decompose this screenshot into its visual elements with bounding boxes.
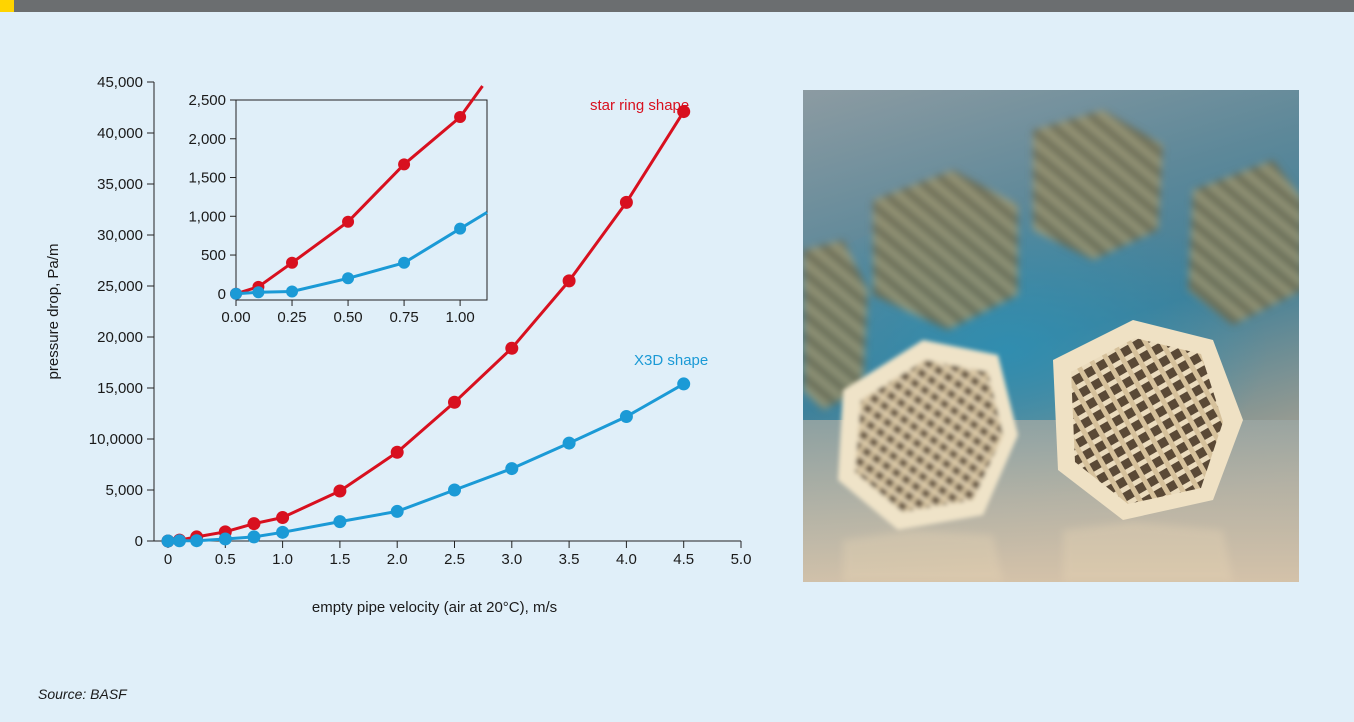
- main-x-tick-label: 1.0: [272, 551, 293, 568]
- main-series-point-1: [247, 517, 261, 531]
- inset-x-tick-label: 0.00: [221, 309, 250, 326]
- main-series-point-1: [677, 105, 691, 119]
- y-axis-label: pressure drop, Pa/m: [45, 244, 62, 380]
- main-series-point-2: [390, 504, 404, 518]
- main-series-point-2: [505, 462, 519, 476]
- catalyst-pellets-icon: [803, 90, 1299, 582]
- x3d-shape-label: X3D shape: [634, 352, 708, 369]
- inset-x-tick-label: 0.75: [389, 309, 418, 326]
- main-x-tick-label: 3.5: [559, 551, 580, 568]
- main-series-point-2: [247, 530, 261, 544]
- main-x-tick-label: 0: [164, 551, 172, 568]
- main-series-point-2: [218, 532, 232, 546]
- main-series-point-2: [619, 410, 633, 424]
- inset-series-point-2: [230, 287, 242, 300]
- inset-series-point-2: [252, 286, 265, 299]
- main-y-tick-label: 45,000: [97, 74, 143, 91]
- catalyst-pellets-photo: [803, 90, 1299, 582]
- main-x-tick-label: 5.0: [731, 551, 752, 568]
- main-series-point-2: [190, 534, 204, 548]
- main-series-point-2: [172, 534, 186, 548]
- inset-x-tick-label: 0.25: [277, 309, 306, 326]
- inset-y-tick-label: 2,500: [188, 92, 226, 109]
- inset-y-tick-label: 1,500: [188, 170, 226, 187]
- main-y-tick-label: 15,000: [97, 380, 143, 397]
- header-accent-mark: [0, 0, 14, 12]
- inset-series-point-2: [342, 272, 355, 285]
- main-y-tick-label: 35,000: [97, 176, 143, 193]
- main-y-tick-label: 25,000: [97, 278, 143, 295]
- main-series-line-2: [167, 382, 685, 543]
- main-x-tick-label: 3.0: [501, 551, 522, 568]
- inset-y-tick-label: 500: [201, 247, 226, 264]
- main-series-point-2: [677, 377, 691, 391]
- header-bar: [0, 0, 1354, 12]
- inset-series-point-1: [398, 158, 411, 171]
- x-axis-label: empty pipe velocity (air at 20°C), m/s: [312, 599, 557, 616]
- inset-series-point-2: [454, 222, 467, 235]
- inset-y-tick-label: 1,000: [188, 208, 226, 225]
- inset-series-point-2: [398, 256, 411, 269]
- inset-x-tick-label: 0.50: [333, 309, 362, 326]
- main-x-tick-label: 0.5: [215, 551, 236, 568]
- inset-y-tick-label: 2,000: [188, 131, 226, 148]
- main-series-point-1: [333, 484, 347, 498]
- main-series-point-1: [448, 395, 461, 409]
- main-y-tick-label: 20,000: [97, 329, 143, 346]
- pressure-drop-chart: 0 5,000 10,0000 15,000 20,000 25,000 30,000 35,…: [45, 74, 752, 616]
- main-y-tick-label: 40,000: [97, 125, 143, 142]
- main-y-tick-label: 5,000: [105, 482, 143, 499]
- main-series-point-2: [333, 515, 347, 529]
- main-series-point-1: [562, 274, 576, 288]
- main-series-point-2: [448, 483, 461, 497]
- inset-series-point-1: [342, 215, 355, 228]
- inset-y-tick-label: 0: [218, 286, 226, 303]
- main-x-tick-label: 2.5: [444, 551, 465, 568]
- main-series-point-1: [276, 511, 290, 525]
- main-x-tick-label: 2.0: [387, 551, 408, 568]
- star-ring-shape-label: star ring shape: [590, 97, 689, 114]
- main-series-point-2: [562, 436, 576, 450]
- inset-series-point-2: [286, 285, 299, 298]
- main-y-tick-label: 30,000: [97, 227, 143, 244]
- main-x-tick-label: 1.5: [329, 551, 350, 568]
- main-x-tick-label: 4.5: [673, 551, 694, 568]
- inset-x-tick-label: 1.00: [446, 309, 475, 326]
- inset-series-point-1: [286, 256, 299, 269]
- main-series-point-2: [276, 525, 290, 539]
- inset-series-point-1: [454, 111, 467, 124]
- main-series-point-2: [161, 534, 175, 548]
- main-y-tick-label: 10,0000: [89, 431, 143, 448]
- main-series-point-1: [505, 341, 519, 355]
- main-y-tick-label: 0: [135, 533, 143, 550]
- main-series-point-1: [619, 195, 633, 209]
- source-note: Source: BASF: [38, 686, 127, 702]
- main-series-point-1: [390, 445, 404, 459]
- inset-frame: [235, 99, 488, 301]
- main-x-tick-label: 4.0: [616, 551, 637, 568]
